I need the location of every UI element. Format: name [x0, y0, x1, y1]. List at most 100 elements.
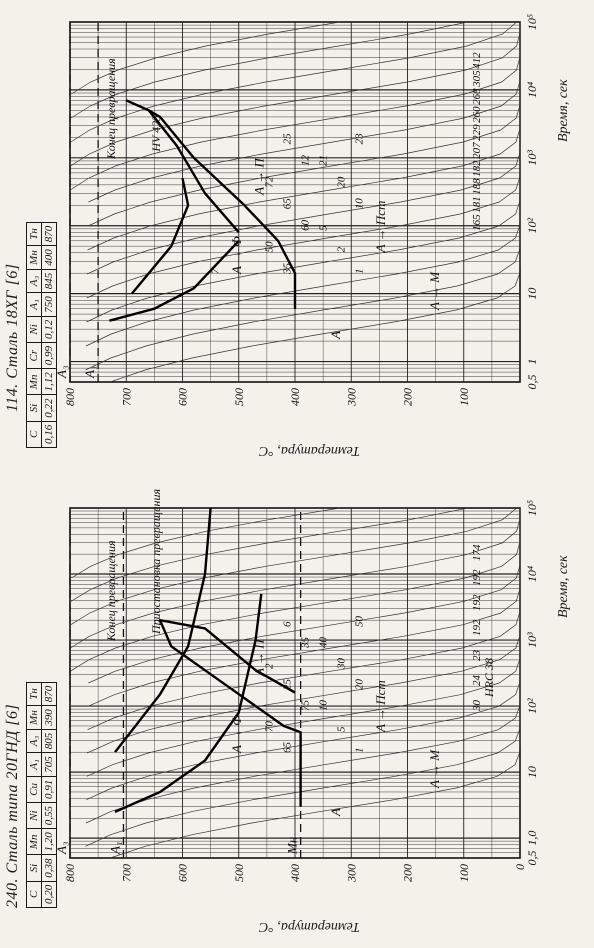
chart-240-plot: 0,5 1,0 10 10² 10³ 10⁴ 10⁵ 0 100 200 300 400 500 600 7… — [54, 489, 539, 883]
percent-label: 20 — [336, 176, 348, 188]
y-tick-label: 500 — [232, 864, 246, 882]
chart-114-panel: 114. Сталь 18ХГ [6] C Si Mn Cr Ni A₁ A₃ … — [0, 2, 594, 472]
hardness-label: 192 — [471, 569, 483, 586]
cooling-curve — [85, 22, 521, 371]
y-tick-label: 100 — [457, 864, 471, 882]
hardness-label: 30 — [471, 700, 483, 713]
transformation-curve — [148, 109, 297, 309]
percent-label: 23 — [354, 133, 366, 145]
x-tick-label: 1 — [525, 359, 539, 365]
percent-label: 10 — [318, 700, 330, 712]
hardness-label: 412 — [471, 52, 483, 69]
percent-label: 25 — [282, 133, 294, 145]
percent-label: 10 — [354, 198, 366, 210]
x-tick-label: 0,5 — [525, 851, 539, 866]
percent-label: 60 — [300, 219, 312, 231]
hardness-label: 192 — [471, 594, 483, 611]
y-tick-label: 300 — [344, 388, 358, 407]
hardness-label: 23 — [471, 650, 483, 662]
y-tick-label: 200 — [401, 864, 415, 882]
percent-label: 20 — [354, 679, 366, 691]
field-label: A → Пст — [373, 680, 388, 733]
cooling-curve — [71, 507, 341, 579]
y-tick-label: 700 — [119, 388, 133, 406]
hardness-label: 188 — [471, 178, 483, 195]
critical-point-label: A₁ — [107, 842, 122, 855]
hardness-label: 207 — [471, 142, 483, 159]
critical-point-label: A₁ — [82, 366, 97, 379]
y-tick-label: 400 — [288, 388, 302, 406]
hardness-label: 260 — [471, 106, 483, 123]
percent-label: 6 — [282, 621, 294, 627]
field-label: A → M — [427, 271, 442, 311]
transformation-curve — [125, 99, 240, 234]
cooling-curve — [70, 21, 517, 143]
x-tick-label: 10² — [525, 218, 539, 234]
cooling-curve — [110, 508, 521, 859]
cooling-curve — [70, 507, 521, 649]
percent-label: 50 — [354, 616, 366, 628]
y-tick-label: 500 — [232, 388, 246, 406]
percent-label: 12 — [300, 155, 312, 167]
hardness-label: 182 — [471, 160, 483, 177]
percent-label: 50 — [264, 241, 276, 253]
x-tick-label: 1,0 — [525, 831, 539, 846]
x-tick-label: 10³ — [525, 150, 539, 166]
cooling-curve — [110, 22, 521, 383]
hardness-label: 165 — [471, 214, 483, 231]
cooling-curve — [70, 22, 521, 191]
chart-240-panel: 240. Сталь типа 20ГНД [6] C Si Mn Ni Cu … — [0, 488, 594, 948]
percent-label: 65 — [282, 198, 294, 210]
y-tick-label: 800 — [63, 864, 77, 882]
field-label: A → Ф — [229, 715, 244, 754]
cooling-curve — [71, 21, 341, 95]
cooling-curve — [70, 507, 517, 625]
percent-label: 35 — [282, 263, 294, 276]
field-label: A — [328, 808, 343, 817]
percent-label: 21 — [318, 155, 330, 166]
transformation-curve — [130, 178, 190, 295]
critical-point-label: Mн — [285, 837, 300, 855]
percent-label: 40 — [318, 637, 330, 649]
chart-114-plot: 0,5 1 10 10² 10³ 10⁴ 10⁵ 100 200 300 400 500 600 700 8… — [54, 14, 539, 407]
cooling-curve — [70, 21, 468, 119]
x-tick-label: 10⁴ — [525, 566, 539, 582]
y-tick-label: 600 — [176, 388, 190, 406]
critical-point-label: A₃ — [54, 842, 69, 855]
annotation-label: HRC 38 — [482, 658, 496, 698]
cooling-curve — [70, 508, 521, 672]
x-tick-label: 10⁵ — [525, 500, 539, 516]
y-tick-label: 600 — [176, 864, 190, 882]
percent-label: 5 — [336, 726, 348, 732]
x-tick-label: 10⁵ — [525, 14, 539, 30]
x-tick-label: 10² — [525, 698, 539, 714]
hardness-label: 181 — [471, 196, 483, 213]
transformation-curve — [114, 593, 263, 813]
percent-label: 70 — [264, 721, 276, 733]
y-tick-label: 400 — [288, 864, 302, 882]
field-label: A → Ф — [229, 236, 244, 275]
field-label: A → П — [252, 638, 267, 677]
hardness-label: 24 — [471, 675, 483, 687]
transformation-curve — [158, 619, 302, 773]
transformation-curve — [114, 507, 212, 753]
x-tick-label: 10³ — [525, 632, 539, 648]
percent-label: 7 — [210, 268, 222, 274]
cooling-curve — [86, 22, 521, 323]
x-tick-label: 0,5 — [525, 375, 539, 390]
percent-label: 1 — [354, 748, 366, 754]
field-label: A → Пст — [373, 201, 388, 254]
y-tick-label: 300 — [344, 864, 358, 883]
y-tick-label: 100 — [457, 388, 471, 406]
hardness-label: 268 — [471, 88, 483, 105]
y-tick-label: 700 — [119, 864, 133, 882]
annotation-label: Конец превращения — [104, 58, 118, 160]
field-label: A → M — [427, 749, 442, 789]
annotation-label: Конец превращения — [104, 540, 118, 642]
percent-label: 1 — [354, 269, 366, 275]
percent-label: 5 — [318, 225, 330, 231]
y-tick-label: 0 — [513, 864, 527, 870]
cooling-curve — [70, 507, 468, 602]
x-tick-label: 10 — [525, 766, 539, 778]
percent-label: 65 — [282, 742, 294, 754]
